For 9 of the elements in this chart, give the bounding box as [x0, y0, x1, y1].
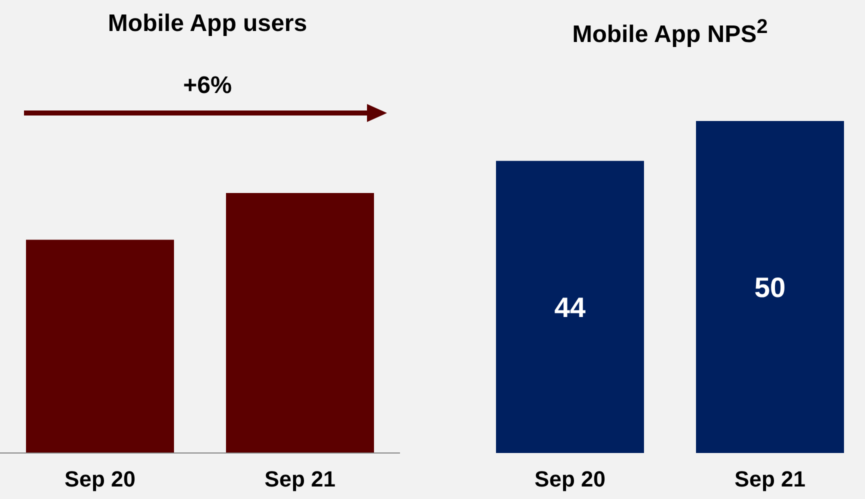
- chart-title: Mobile App NPS$^{2}$: [571, 16, 769, 49]
- text: +6%: [182, 72, 233, 100]
- data-label: 50: [754, 272, 786, 303]
- x-tick-label: Sep 21: [264, 466, 336, 492]
- x-tick-label: Sep 21: [734, 466, 806, 492]
- data-label: 44: [554, 292, 586, 323]
- x-tick-label: Sep 20: [534, 466, 606, 492]
- x-tick-label: Sep 20: [64, 466, 136, 492]
- chart-title: Mobile App users: [106, 10, 308, 38]
